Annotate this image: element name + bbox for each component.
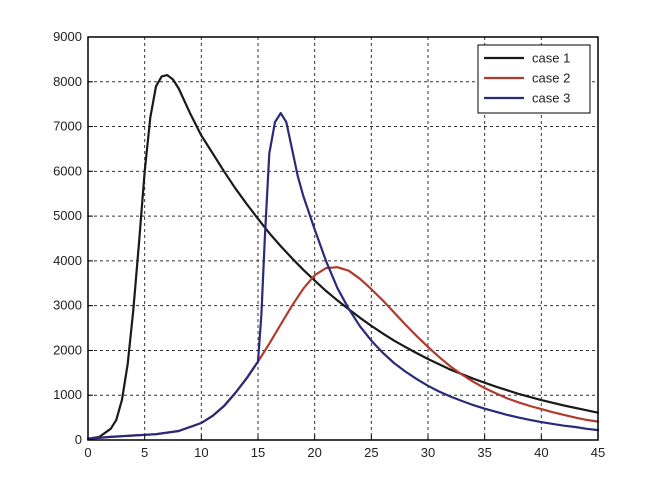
series-layer [86, 73, 600, 440]
series-line-case-3 [86, 111, 600, 440]
y-tick-label: 5000 [53, 208, 82, 223]
y-tick-label: 4000 [53, 253, 82, 268]
x-tick-label: 35 [477, 445, 491, 460]
series-line-case-1 [86, 73, 600, 440]
axis-ticks: 0 5 10 15 20 25 30 35 40 45 0 1000 2000 3000 4000 5000 6… [53, 29, 605, 460]
y-tick-label: 2000 [53, 342, 82, 357]
y-tick-label: 6000 [53, 163, 82, 178]
y-tick-label: 1000 [53, 387, 82, 402]
x-tick-label: 5 [141, 445, 148, 460]
y-tick-label: 0 [75, 432, 82, 447]
x-tick-label: 10 [194, 445, 208, 460]
y-tick-label: 7000 [53, 119, 82, 134]
legend-label: case 1 [532, 51, 570, 66]
x-tick-label: 15 [251, 445, 265, 460]
legend: case 1 case 2 case 3 [477, 44, 591, 114]
x-tick-label: 0 [84, 445, 91, 460]
y-tick-label: 9000 [53, 29, 82, 44]
x-tick-label: 25 [364, 445, 378, 460]
plot-frame [87, 36, 599, 441]
x-tick-label: 45 [591, 445, 605, 460]
y-tick-label: 8000 [53, 74, 82, 89]
x-tick-label: 20 [307, 445, 321, 460]
y-tick-label: 3000 [53, 298, 82, 313]
legend-label: case 3 [532, 91, 570, 106]
x-tick-label: 40 [534, 445, 548, 460]
x-tick-label: 30 [421, 445, 435, 460]
legend-label: case 2 [532, 71, 570, 86]
